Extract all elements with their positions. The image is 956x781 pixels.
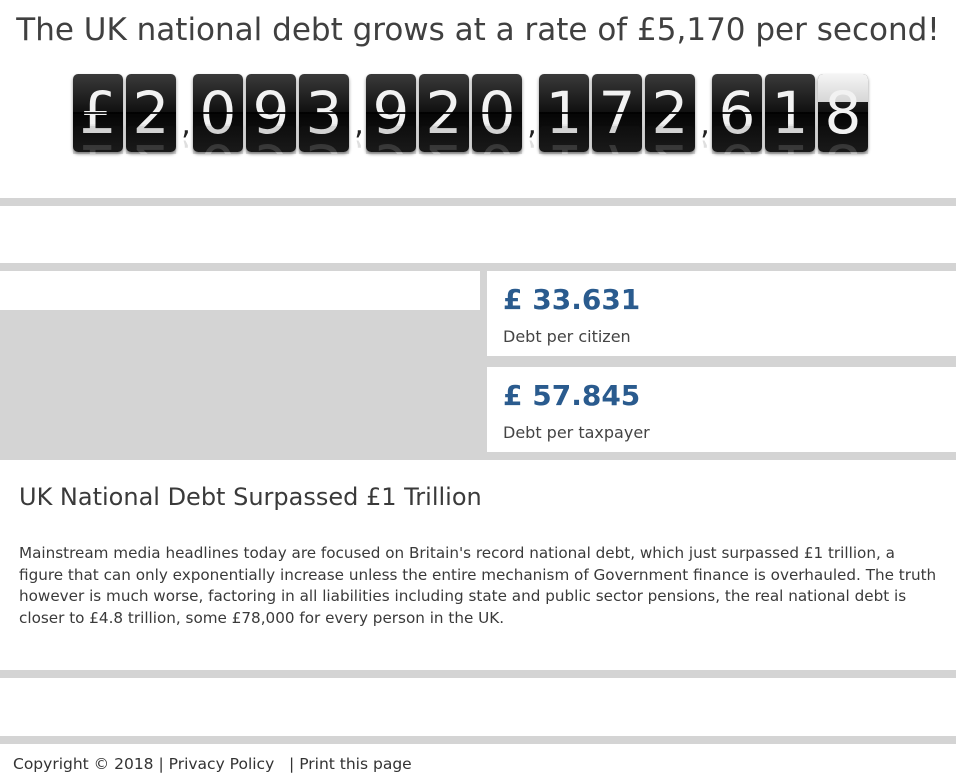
counter-digit-card: 8 <box>818 74 868 152</box>
stat-debt-per-citizen: £ 33.631 Debt per citizen <box>487 271 956 356</box>
copyright-text: Copyright © 2018 <box>13 755 154 773</box>
debt-counter: £2,093,920,172,618 £2,093,920,172,618 <box>73 74 903 184</box>
footer: Copyright © 2018 | Privacy Policy | Prin… <box>13 755 412 773</box>
counter-separator: , <box>527 107 537 142</box>
stat-debt-per-taxpayer: £ 57.845 Debt per taxpayer <box>487 367 956 452</box>
article-body: Mainstream media headlines today are foc… <box>19 544 937 627</box>
counter-digit-card: 9 <box>366 74 416 152</box>
counter-digit-card: 2 <box>126 74 176 152</box>
privacy-policy-link[interactable]: Privacy Policy <box>168 755 275 773</box>
counter-digit-card: 2 <box>419 74 469 152</box>
stat-value: £ 33.631 <box>503 283 641 316</box>
stat-label: Debt per citizen <box>503 327 631 346</box>
counter-digit-card: 0 <box>472 74 522 152</box>
page-title: The UK national debt grows at a rate of … <box>16 12 940 48</box>
divider-band <box>0 198 956 206</box>
divider-band <box>0 670 956 678</box>
counter-separator: , <box>354 107 364 142</box>
left-panel <box>0 310 480 460</box>
print-page-link[interactable]: Print this page <box>299 755 412 773</box>
counter-digit-card: 3 <box>299 74 349 152</box>
stat-value: £ 57.845 <box>503 379 641 412</box>
counter-digit-card: 0 <box>193 74 243 152</box>
counter-digit-card: 7 <box>592 74 642 152</box>
divider-band <box>0 736 956 744</box>
counter-digit-card: 1 <box>765 74 815 152</box>
counter-separator: , <box>700 107 710 142</box>
counter-digit-card: 6 <box>712 74 762 152</box>
counter-currency-card: £ <box>73 74 123 152</box>
counter-digit-card: 1 <box>539 74 589 152</box>
counter-digit-card: 9 <box>246 74 296 152</box>
article-title: UK National Debt Surpassed £1 Trillion <box>19 483 482 511</box>
left-panel-header <box>0 271 466 309</box>
counter-digit-card: 2 <box>645 74 695 152</box>
counter-separator: , <box>181 107 191 142</box>
stat-label: Debt per taxpayer <box>503 423 650 442</box>
debt-counter-digits: £2, 0 9 3, 9 2 0, 1 7 2, 6 1 8 <box>73 74 903 154</box>
divider-band <box>0 263 956 271</box>
